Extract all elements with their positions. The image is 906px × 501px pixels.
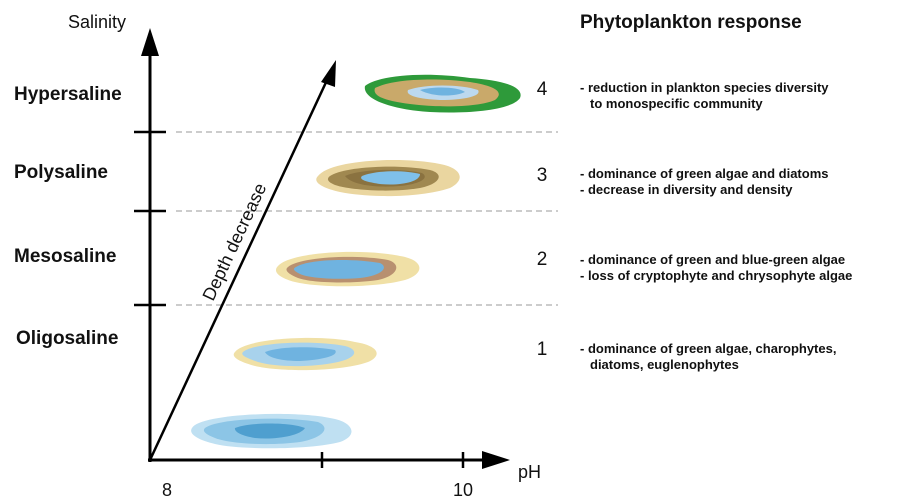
stage-number: 3 (537, 165, 548, 186)
x-tick-label: 10 (453, 480, 473, 500)
stage-number: 4 (537, 79, 548, 100)
stage-line: - dominance of green algae and diatoms (580, 166, 829, 181)
stage-line: - decrease in diversity and density (580, 182, 793, 197)
stage-line: - reduction in plankton species diversit… (580, 80, 829, 95)
x-axis-label: pH (518, 462, 541, 482)
salinity-level: Mesosaline (14, 246, 116, 267)
y-axis-label: Salinity (68, 12, 126, 32)
salinity-level: Polysaline (14, 162, 108, 183)
stage-line: - loss of cryptophyte and chrysophyte al… (580, 268, 852, 283)
arrow-label: Depth decrease (198, 180, 270, 304)
stage-line: to monospecific community (590, 96, 763, 111)
depth-arrow (148, 77, 330, 461)
lake-2 (275, 251, 420, 287)
depth-arrowhead (321, 60, 336, 87)
stage-line: diatoms, euglenophytes (590, 357, 739, 372)
stage-number: 1 (537, 339, 548, 360)
lake-4 (364, 74, 521, 113)
salinity-level: Oligosaline (16, 328, 118, 349)
y-arrowhead (141, 28, 159, 56)
stage-number: 2 (537, 249, 548, 270)
lake-1 (233, 337, 377, 371)
salinity-level: Hypersaline (14, 84, 122, 105)
x-arrowhead (482, 451, 510, 469)
lake-0 (191, 413, 352, 449)
stage-line: - dominance of green algae, charophytes, (580, 341, 836, 356)
response-title: Phytoplankton response (580, 12, 802, 33)
lake-3 (316, 160, 460, 197)
stage-line: - dominance of green and blue-green alga… (580, 252, 845, 267)
x-tick-label: 8 (162, 480, 172, 500)
